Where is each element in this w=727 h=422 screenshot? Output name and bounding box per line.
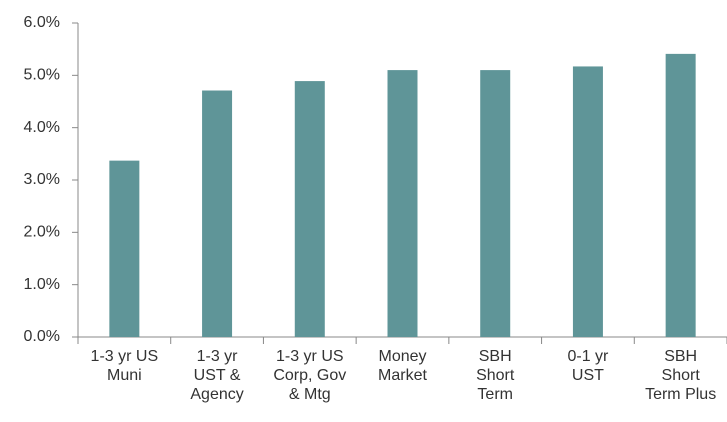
x-tick-label: 1-3 yr US Muni (90, 348, 159, 384)
x-tick-label: SBH Short Term Plus (645, 348, 717, 403)
y-tick-label: 5.0% (24, 67, 60, 84)
x-tick-label: SBH Short Term (476, 348, 515, 403)
x-tick-label: Money Market (378, 348, 427, 384)
bar (202, 90, 233, 337)
y-tick-label: 0.0% (24, 328, 60, 345)
bar (665, 53, 696, 337)
bar (480, 70, 511, 337)
y-tick-label: 4.0% (24, 119, 60, 136)
y-tick-label: 2.0% (24, 224, 60, 241)
bar (387, 70, 418, 337)
bar (109, 160, 140, 337)
x-tick-label: 1-3 yr US Corp, Gov & Mtg (273, 348, 347, 403)
bar (572, 66, 603, 337)
x-tick-label: 0-1 yr UST (567, 348, 609, 384)
y-tick-label: 1.0% (24, 276, 60, 293)
y-tick-label: 3.0% (24, 171, 60, 188)
bar (294, 81, 325, 337)
x-tick-label: 1-3 yr UST & Agency (190, 348, 244, 403)
y-tick-label: 6.0% (24, 14, 60, 31)
